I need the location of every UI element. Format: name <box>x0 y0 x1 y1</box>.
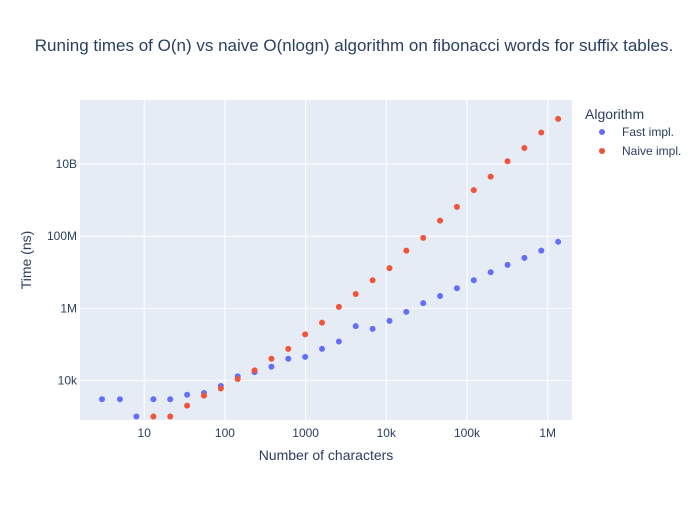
data-point <box>285 355 292 362</box>
data-point <box>116 396 123 403</box>
x-tick-label: 100 <box>215 426 235 440</box>
data-point <box>268 363 275 370</box>
data-point <box>453 285 460 292</box>
x-tick-label: 10 <box>138 426 152 440</box>
data-point <box>403 308 410 315</box>
x-tick-label: 1000 <box>292 426 319 440</box>
y-tick-labels: 10k 1M 100M 10B <box>47 157 78 387</box>
data-point <box>403 247 410 254</box>
data-point <box>234 375 241 382</box>
series-1 <box>150 115 562 420</box>
data-point <box>335 338 342 345</box>
x-axis-title: Number of characters <box>259 447 394 463</box>
data-point <box>251 367 258 374</box>
data-point <box>133 413 140 420</box>
data-point <box>319 345 326 352</box>
legend-label: Fast impl. <box>622 125 674 139</box>
data-point <box>437 217 444 224</box>
y-tick-label: 10B <box>56 157 77 171</box>
x-tick-label: 1M <box>539 426 556 440</box>
y-axis-title: Time (ns) <box>18 231 34 290</box>
data-point <box>504 261 511 268</box>
data-point <box>319 319 326 326</box>
marks-layer <box>99 115 562 420</box>
data-point <box>302 331 309 338</box>
data-point <box>352 323 359 330</box>
legend-label: Naive impl. <box>622 144 681 158</box>
data-point <box>150 396 157 403</box>
data-point <box>487 173 494 180</box>
data-point <box>167 396 174 403</box>
data-point <box>437 292 444 299</box>
legend-marker <box>599 129 605 135</box>
data-point <box>369 325 376 332</box>
data-point <box>167 413 174 420</box>
data-point <box>538 247 545 254</box>
data-point <box>555 115 562 122</box>
data-point <box>555 238 562 245</box>
data-point <box>420 300 427 307</box>
data-point <box>470 187 477 194</box>
data-point <box>453 203 460 210</box>
data-point <box>420 234 427 241</box>
data-point <box>268 355 275 362</box>
data-point <box>504 158 511 165</box>
data-point <box>386 265 393 272</box>
y-tick-label: 100M <box>47 229 77 243</box>
data-point <box>369 277 376 284</box>
legend-marker <box>599 148 605 154</box>
legend-items: Fast impl. Naive impl. <box>599 125 681 158</box>
x-tick-label: 100k <box>454 426 481 440</box>
data-point <box>150 413 157 420</box>
plot-area <box>80 100 572 420</box>
data-point <box>352 290 359 297</box>
data-point <box>200 392 207 399</box>
grid-layer <box>80 100 572 420</box>
data-point <box>184 402 191 409</box>
legend-item[interactable]: Naive impl. <box>599 144 681 158</box>
data-point <box>521 144 528 151</box>
chart-title: Runing times of O(n) vs naive O(nlogn) a… <box>35 36 673 55</box>
data-point <box>538 129 545 136</box>
data-point <box>521 254 528 261</box>
data-point <box>217 385 224 392</box>
y-tick-label: 10k <box>58 373 78 387</box>
data-point <box>184 391 191 398</box>
data-point <box>302 353 309 360</box>
legend-title: Algorithm <box>585 106 644 122</box>
data-point <box>386 317 393 324</box>
x-tick-labels: 10 100 1000 10k 100k 1M <box>138 426 557 440</box>
data-point <box>285 345 292 352</box>
legend: Algorithm Fast impl. Naive impl. <box>585 106 681 158</box>
data-point <box>470 277 477 284</box>
data-point <box>487 269 494 276</box>
y-tick-label: 1M <box>60 301 77 315</box>
x-tick-label: 10k <box>377 426 397 440</box>
legend-item[interactable]: Fast impl. <box>599 125 674 139</box>
data-point <box>99 396 106 403</box>
data-point <box>335 303 342 310</box>
